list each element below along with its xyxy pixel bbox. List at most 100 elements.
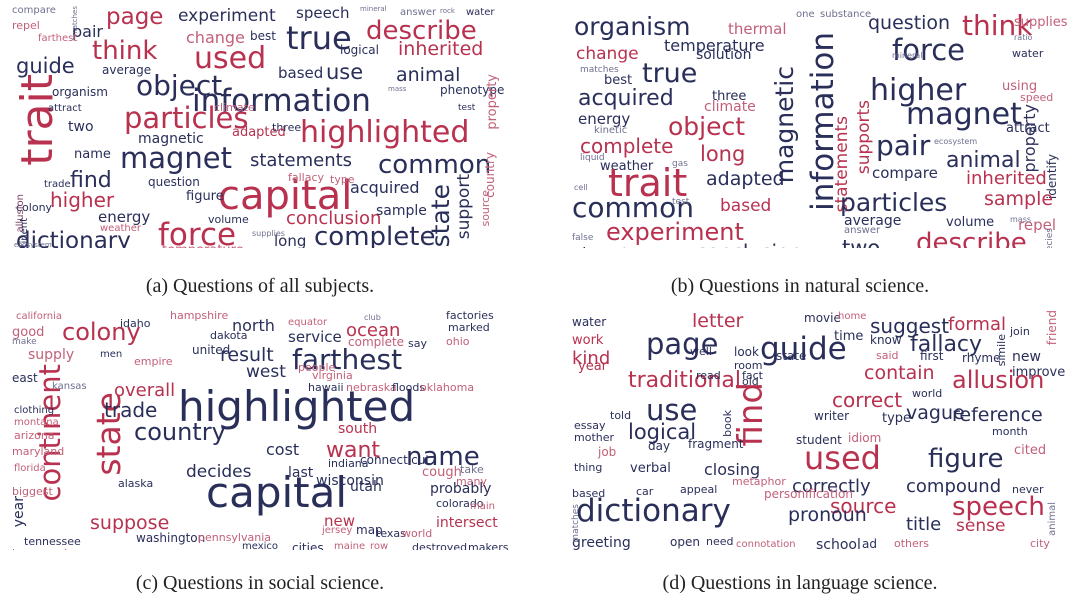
word-fallacy: fallacy [288, 171, 325, 184]
word-decides: decides [186, 462, 252, 482]
word-property: property [485, 74, 500, 130]
word-correct: correct [832, 388, 903, 412]
word-magnetic: magnetic [770, 66, 799, 184]
word-mineral: mineral [360, 5, 387, 13]
word-destroyed: destroyed [412, 541, 468, 550]
word-maryland: maryland [12, 445, 65, 458]
word-think: think [92, 36, 158, 66]
word-know: know [870, 333, 902, 347]
word-year: year [11, 496, 27, 528]
word-question: question [148, 175, 200, 189]
word-student: student [796, 433, 842, 447]
word-cited: cited [1014, 443, 1047, 458]
word-trade: trade [104, 398, 158, 422]
word-higher: higher [870, 73, 967, 108]
word-sample: sample [984, 188, 1054, 210]
caption-natural-science: (b) Questions in natural science. [670, 275, 930, 297]
word-question: question [868, 12, 951, 34]
word-average: average [102, 63, 152, 77]
word-magnetic: magnetic [138, 131, 204, 147]
word-page: page [646, 327, 719, 361]
word-correctly: correctly [792, 476, 871, 497]
word-look: look [734, 345, 759, 359]
word-last: last [288, 465, 314, 481]
word-happened: happened [12, 548, 67, 550]
word-false: false [572, 233, 594, 243]
word-alaska: alaska [118, 477, 154, 490]
word-work: work [572, 333, 604, 348]
word-ad: ad [862, 537, 877, 550]
word-jersey: jersey [322, 525, 353, 536]
word-ocean: ocean [346, 320, 401, 341]
word-guide: guide [16, 54, 75, 78]
word-idaho: idaho [120, 317, 151, 330]
word-service: service [288, 328, 342, 346]
word-experiment: experiment [178, 6, 276, 26]
word-north: north [232, 316, 275, 335]
word-east: east [12, 371, 38, 385]
word-change: change [186, 28, 245, 47]
caption-all-subjects: (a) Questions of all subjects. [145, 275, 375, 297]
word-average: average [844, 213, 902, 229]
word-friend: friend [1045, 310, 1059, 346]
word-join: join [1010, 325, 1030, 338]
word-thing: thing [574, 461, 603, 474]
word-particles: particles [124, 101, 249, 135]
word-movie: movie [804, 311, 841, 325]
word-ohio: ohio [446, 335, 470, 348]
word-farthest: farthest [38, 33, 78, 44]
word-row: row [370, 541, 389, 551]
word-cost: cost [266, 440, 300, 459]
word-farthest: farthest [292, 343, 403, 376]
word-year: year [578, 359, 608, 374]
word-main: main [470, 501, 495, 512]
word-rhyme: rhyme [962, 351, 1001, 365]
word-information: information [192, 83, 371, 119]
word-dictionary: dictionary [576, 493, 731, 529]
word-figure: figure [186, 189, 224, 204]
word-source: source [479, 190, 492, 227]
word-matches: matches [571, 504, 581, 543]
word-probably: probably [430, 481, 492, 497]
word-energy: energy [578, 110, 631, 128]
word-pair: pair [876, 129, 931, 162]
word-factories: factories [446, 309, 494, 322]
word-matches: matches [580, 65, 619, 75]
word-page: page [106, 4, 164, 30]
word-wisconsin: wisconsin [316, 473, 384, 489]
word-capital: capital [218, 173, 353, 219]
word-maine: maine [334, 541, 366, 551]
word-complete: complete [314, 222, 436, 248]
word-compare: compare [12, 5, 56, 16]
word-capital: capital [206, 468, 348, 517]
word-answer: answer [400, 7, 437, 18]
word-attract: attract [48, 103, 82, 114]
word-day: day [648, 439, 671, 453]
word-cloud-social-science: california hampshire club factories colony id… [10, 306, 508, 550]
word-highlighted: highlighted [300, 115, 470, 150]
word-acquired: acquired [578, 86, 674, 111]
word-phenotype: phenotype [440, 83, 505, 97]
word-take: take [460, 463, 484, 476]
word-higher: higher [50, 188, 115, 212]
word-statements: statements [250, 150, 353, 171]
word-animal: animal [396, 64, 461, 86]
word-temperature: temperature [664, 36, 765, 55]
word-map: map [356, 523, 383, 537]
word-change: change [576, 44, 639, 64]
word-good: good [12, 325, 45, 340]
word-overall: overall [114, 380, 176, 401]
word-climate: climate [214, 101, 255, 114]
word-find: find [70, 168, 112, 193]
word-say: say [408, 337, 427, 350]
word-month: month [992, 425, 1028, 438]
word-supports: supports [854, 100, 874, 175]
word-fragment: fragment [688, 437, 744, 451]
word-cloud-language-science: water letter movie home suggest formal join wor… [570, 306, 1068, 550]
word-clothing: clothing [14, 405, 55, 416]
word-repel: repel [1018, 216, 1056, 234]
word-describe: describe [366, 16, 477, 46]
word-school: school [816, 537, 861, 550]
word-allusion: allusion [952, 366, 1045, 394]
word-country: country [134, 418, 226, 446]
